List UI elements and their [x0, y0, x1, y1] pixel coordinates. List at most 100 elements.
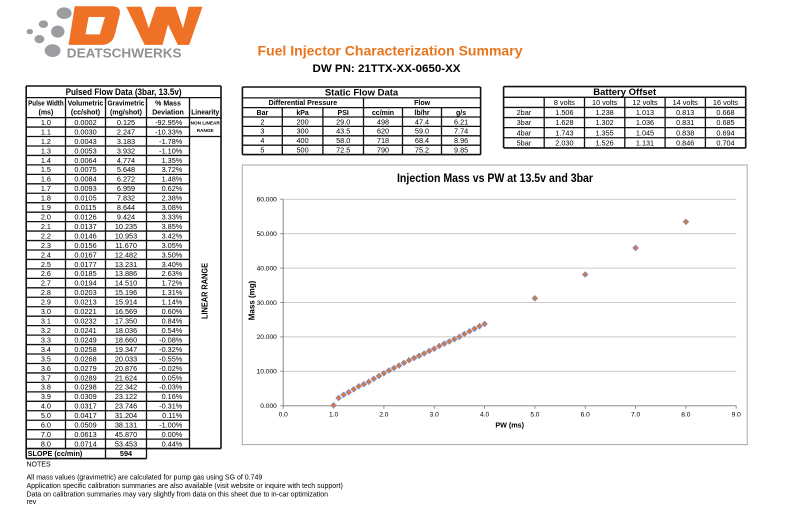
svg-text:NON LINEAR: NON LINEAR — [191, 120, 221, 125]
svg-text:0.0105: 0.0105 — [74, 194, 96, 203]
svg-text:1.238: 1.238 — [595, 108, 613, 117]
svg-text:31.204: 31.204 — [115, 411, 137, 420]
svg-text:9.0: 9.0 — [732, 411, 741, 418]
svg-text:1.48%: 1.48% — [162, 175, 183, 184]
svg-text:3.0: 3.0 — [430, 411, 439, 418]
svg-text:2.247: 2.247 — [117, 127, 135, 136]
svg-text:58.0: 58.0 — [336, 136, 350, 145]
svg-text:4.0: 4.0 — [41, 402, 51, 411]
svg-text:718: 718 — [377, 136, 389, 145]
svg-text:3.8: 3.8 — [41, 383, 51, 392]
svg-text:-0.03%: -0.03% — [159, 383, 183, 392]
svg-text:20.000: 20.000 — [257, 334, 278, 341]
svg-text:kPa: kPa — [296, 110, 309, 117]
svg-text:Differential Pressure: Differential Pressure — [269, 100, 338, 107]
svg-text:NOTES: NOTES — [27, 461, 51, 468]
svg-text:50.000: 50.000 — [257, 231, 278, 238]
svg-text:(mg/shot): (mg/shot) — [110, 110, 142, 117]
svg-text:0.0043: 0.0043 — [74, 137, 96, 146]
svg-text:0.0: 0.0 — [279, 411, 288, 418]
svg-text:0.0258: 0.0258 — [74, 345, 96, 354]
svg-text:18.036: 18.036 — [115, 326, 137, 335]
svg-text:Static Flow Data: Static Flow Data — [325, 88, 399, 99]
svg-text:1.31%: 1.31% — [162, 288, 183, 297]
svg-text:0.0177: 0.0177 — [74, 260, 96, 269]
svg-text:3.40%: 3.40% — [162, 260, 183, 269]
svg-text:0.0084: 0.0084 — [74, 175, 96, 184]
svg-text:2.4: 2.4 — [41, 250, 51, 259]
svg-text:2.6: 2.6 — [41, 269, 51, 278]
svg-text:0.0309: 0.0309 — [74, 392, 96, 401]
svg-text:3.932: 3.932 — [117, 146, 135, 155]
svg-text:0.16%: 0.16% — [162, 392, 183, 401]
svg-text:0.0075: 0.0075 — [74, 165, 96, 174]
svg-text:0.694: 0.694 — [716, 128, 734, 137]
svg-text:594: 594 — [120, 449, 133, 458]
svg-text:0.11%: 0.11% — [162, 411, 183, 420]
svg-text:8.0: 8.0 — [681, 411, 690, 418]
svg-text:0.44%: 0.44% — [162, 439, 183, 448]
svg-text:4: 4 — [260, 136, 264, 145]
svg-text:RANGE: RANGE — [197, 128, 214, 133]
svg-text:3bar: 3bar — [517, 118, 532, 127]
svg-text:7.74: 7.74 — [454, 127, 468, 136]
svg-text:16.569: 16.569 — [115, 307, 137, 316]
svg-text:0.0093: 0.0093 — [74, 184, 96, 193]
svg-text:3.7: 3.7 — [41, 373, 51, 382]
svg-text:3.0: 3.0 — [41, 307, 51, 316]
svg-text:Mass (mg): Mass (mg) — [248, 280, 257, 320]
svg-text:20.033: 20.033 — [115, 354, 137, 363]
svg-text:0.62%: 0.62% — [162, 184, 183, 193]
svg-text:17.350: 17.350 — [115, 317, 137, 326]
svg-text:2.0: 2.0 — [379, 411, 388, 418]
svg-text:Pulse Width: Pulse Width — [28, 100, 64, 107]
svg-text:6.959: 6.959 — [117, 184, 135, 193]
svg-text:1.628: 1.628 — [555, 118, 573, 127]
svg-text:1.1: 1.1 — [41, 127, 51, 136]
svg-text:0.0221: 0.0221 — [74, 307, 96, 316]
svg-text:g/s: g/s — [456, 110, 466, 117]
svg-text:9.85: 9.85 — [454, 146, 468, 155]
svg-text:Application specific calibrati: Application specific calibration summari… — [27, 483, 343, 490]
svg-text:0.0268: 0.0268 — [74, 354, 96, 363]
svg-text:0.0417: 0.0417 — [74, 411, 96, 420]
svg-text:14 volts: 14 volts — [673, 98, 698, 107]
svg-text:5.0: 5.0 — [41, 411, 51, 420]
svg-text:7.0: 7.0 — [631, 411, 640, 418]
svg-text:1.0: 1.0 — [329, 411, 338, 418]
svg-text:8.644: 8.644 — [117, 203, 135, 212]
svg-text:7.0: 7.0 — [41, 430, 51, 439]
svg-text:43.5: 43.5 — [336, 127, 350, 136]
svg-text:60.000: 60.000 — [257, 197, 278, 204]
svg-text:3.3: 3.3 — [41, 335, 51, 344]
svg-text:1.355: 1.355 — [595, 128, 613, 137]
svg-text:10 volts: 10 volts — [592, 98, 617, 107]
svg-text:0.00%: 0.00% — [162, 430, 183, 439]
svg-text:1.036: 1.036 — [636, 118, 654, 127]
svg-text:0.0002: 0.0002 — [74, 118, 96, 127]
svg-text:8 volts: 8 volts — [554, 98, 575, 107]
svg-text:1.6: 1.6 — [41, 175, 51, 184]
svg-text:9.424: 9.424 — [117, 213, 135, 222]
svg-text:3.183: 3.183 — [117, 137, 135, 146]
svg-text:-1.10%: -1.10% — [159, 146, 183, 155]
svg-text:2.8: 2.8 — [41, 288, 51, 297]
svg-text:6.272: 6.272 — [117, 175, 135, 184]
svg-text:Gravimetric: Gravimetric — [108, 100, 145, 107]
svg-text:8.96: 8.96 — [454, 136, 468, 145]
svg-text:14.510: 14.510 — [115, 279, 137, 288]
svg-text:18.660: 18.660 — [115, 335, 137, 344]
svg-text:40.000: 40.000 — [257, 265, 278, 272]
svg-text:3.05%: 3.05% — [162, 241, 183, 250]
svg-text:11.670: 11.670 — [115, 241, 137, 250]
svg-text:3.4: 3.4 — [41, 345, 51, 354]
svg-text:3.9: 3.9 — [41, 392, 51, 401]
svg-text:15.914: 15.914 — [115, 298, 137, 307]
svg-text:Deviation: Deviation — [152, 110, 184, 117]
svg-text:0.05%: 0.05% — [162, 373, 183, 382]
svg-text:3.72%: 3.72% — [162, 165, 183, 174]
svg-text:8.0: 8.0 — [41, 439, 51, 448]
svg-text:72.5: 72.5 — [336, 146, 350, 155]
svg-text:47.4: 47.4 — [415, 117, 429, 126]
svg-text:0.668: 0.668 — [716, 108, 734, 117]
